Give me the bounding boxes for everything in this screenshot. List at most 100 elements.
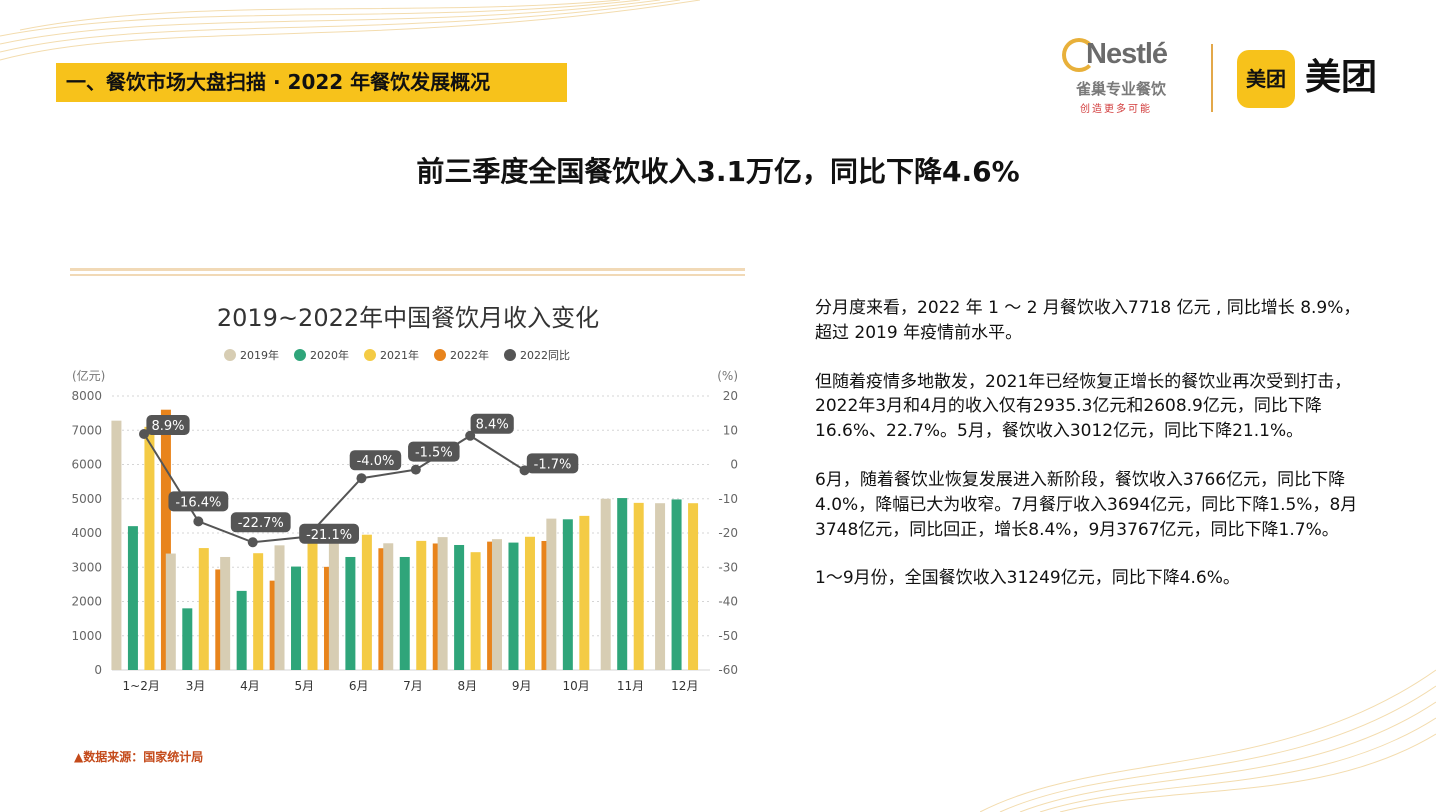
y-tick-label: 5000 bbox=[71, 492, 102, 506]
bar-2020年 bbox=[617, 498, 628, 670]
legend-swatch bbox=[224, 349, 236, 361]
nestle-logo: Nestlé 雀巢专业餐饮 创造更多可能 bbox=[1062, 36, 1190, 118]
nestle-swirl-icon bbox=[1062, 38, 1096, 72]
legend-swatch bbox=[294, 349, 306, 361]
yoy-label-bg bbox=[408, 441, 460, 462]
bar-2019年 bbox=[655, 503, 666, 670]
analysis-text: 分月度来看，2022 年 1 ～ 2 月餐饮收入7718 亿元 , 同比增长 8… bbox=[815, 296, 1375, 615]
y-tick-label: 3000 bbox=[71, 560, 102, 574]
bar-2021年 bbox=[470, 552, 481, 670]
yoy-data-label: -1.5% bbox=[415, 446, 453, 461]
bar-2019年 bbox=[383, 543, 394, 670]
paragraph-3: 6月，随着餐饮业恢复发展进入新阶段，餐饮收入3766亿元，同比下降4.0%，降幅… bbox=[815, 469, 1358, 540]
yoy-point bbox=[465, 430, 476, 441]
legend-swatch bbox=[434, 349, 446, 361]
y-tick-label: 1000 bbox=[71, 629, 102, 643]
yoy-label-bg bbox=[299, 523, 359, 544]
bar-2020年 bbox=[291, 566, 302, 670]
bar-2019年 bbox=[274, 545, 285, 670]
yoy-point bbox=[247, 537, 258, 548]
yoy-data-label: -1.7% bbox=[534, 457, 572, 472]
legend-label: 2019年 bbox=[240, 348, 279, 362]
chart-title: 2019~2022年中国餐饮月收入变化 bbox=[217, 304, 599, 332]
meituan-logo-badge: 美团 bbox=[1237, 50, 1295, 108]
y2-tick-label: -40 bbox=[718, 595, 738, 609]
revenue-chart: 2019~2022年中国餐饮月收入变化 2019年 2020年 2021年 2022年… bbox=[71, 304, 738, 693]
bar-2019年 bbox=[546, 518, 557, 670]
x-tick-label: 11月 bbox=[617, 679, 644, 693]
y-tick-label: 0 bbox=[94, 663, 102, 677]
x-tick-label: 4月 bbox=[240, 679, 260, 693]
yoy-label-bg bbox=[349, 450, 402, 471]
y-tick-label: 4000 bbox=[71, 526, 102, 540]
yoy-point bbox=[356, 473, 367, 484]
y-tick-label: 6000 bbox=[71, 458, 102, 472]
x-tick-label: 8月 bbox=[458, 679, 478, 693]
bar-2020年 bbox=[508, 542, 519, 670]
y2-tick-label: -60 bbox=[718, 663, 738, 677]
y-axis-unit-right: (%) bbox=[717, 369, 738, 383]
yoy-label-bg bbox=[146, 415, 190, 436]
bar-2019年 bbox=[437, 537, 448, 670]
bar-2021年 bbox=[524, 536, 535, 670]
y2-tick-label: -20 bbox=[718, 526, 738, 540]
legend-label: 2021年 bbox=[380, 348, 419, 362]
bar-2020年 bbox=[399, 556, 410, 670]
legend-label: 2020年 bbox=[310, 348, 349, 362]
y-tick-label: 7000 bbox=[71, 423, 102, 437]
bar-2020年 bbox=[182, 608, 193, 670]
y2-tick-label: 10 bbox=[723, 423, 738, 437]
y-tick-label: 2000 bbox=[71, 595, 102, 609]
chart-top-rule bbox=[70, 268, 745, 271]
y-axis-unit-left: (亿元) bbox=[72, 368, 105, 383]
y2-tick-label: -10 bbox=[718, 492, 738, 506]
yoy-label-bg bbox=[470, 413, 514, 434]
y-tick-label: 8000 bbox=[71, 389, 102, 403]
bar-2021年 bbox=[361, 534, 372, 670]
bar-2021年 bbox=[688, 503, 699, 670]
yoy-data-label: -21.1% bbox=[306, 528, 352, 543]
paragraph-4: 1～9月份，全国餐饮收入31249亿元，同比下降4.6%。 bbox=[815, 568, 1240, 589]
x-tick-label: 6月 bbox=[349, 679, 369, 693]
nestle-wordmark: Nestlé bbox=[1086, 38, 1168, 70]
yoy-point bbox=[410, 464, 421, 475]
meituan-logo-text: 美团 bbox=[1305, 57, 1378, 98]
bar-2021年 bbox=[198, 548, 209, 670]
logo-divider bbox=[1211, 44, 1213, 112]
chart-legend: 2019年 2020年 2021年 2022年 2022同比 bbox=[224, 348, 570, 362]
y2-tick-label: -30 bbox=[718, 560, 738, 574]
x-tick-label: 9月 bbox=[512, 679, 532, 693]
yoy-label-bg bbox=[230, 512, 291, 533]
yoy-line bbox=[143, 433, 526, 544]
y2-tick-label: 20 bbox=[723, 389, 738, 403]
yoy-data-label: 8.4% bbox=[476, 418, 509, 433]
bar-2019年 bbox=[328, 541, 339, 670]
x-tick-label: 12月 bbox=[671, 679, 698, 693]
bar-2020年 bbox=[454, 544, 465, 670]
x-tick-label: 7月 bbox=[403, 679, 423, 693]
chart-top-rule-2 bbox=[70, 274, 745, 276]
bar-2019年 bbox=[491, 539, 502, 670]
y2-tick-label: -50 bbox=[718, 629, 738, 643]
x-tick-label: 1~2月 bbox=[123, 679, 160, 693]
bar-2021年 bbox=[416, 540, 427, 670]
bar-2021年 bbox=[144, 426, 155, 670]
data-source-note: ▲数据来源：国家统计局 bbox=[74, 750, 204, 764]
yoy-data-label: 8.9% bbox=[151, 419, 184, 434]
x-tick-label: 3月 bbox=[186, 679, 206, 693]
bar-2021年 bbox=[579, 515, 590, 670]
bar-2019年 bbox=[165, 553, 176, 670]
legend-label: 2022年 bbox=[450, 348, 489, 362]
x-tick-label: 5月 bbox=[294, 679, 314, 693]
yoy-point bbox=[193, 516, 204, 527]
bar-2021年 bbox=[633, 502, 644, 670]
legend-swatch bbox=[504, 349, 516, 361]
bar-2020年 bbox=[236, 590, 247, 670]
yoy-label-bg bbox=[168, 491, 229, 512]
bar-2019年 bbox=[220, 556, 231, 670]
yoy-data-label: -22.7% bbox=[238, 516, 284, 531]
bar-2019年 bbox=[111, 420, 122, 670]
yoy-label-bg bbox=[526, 453, 579, 474]
y2-tick-label: 0 bbox=[730, 458, 738, 472]
legend-label: 2022同比 bbox=[520, 349, 570, 362]
